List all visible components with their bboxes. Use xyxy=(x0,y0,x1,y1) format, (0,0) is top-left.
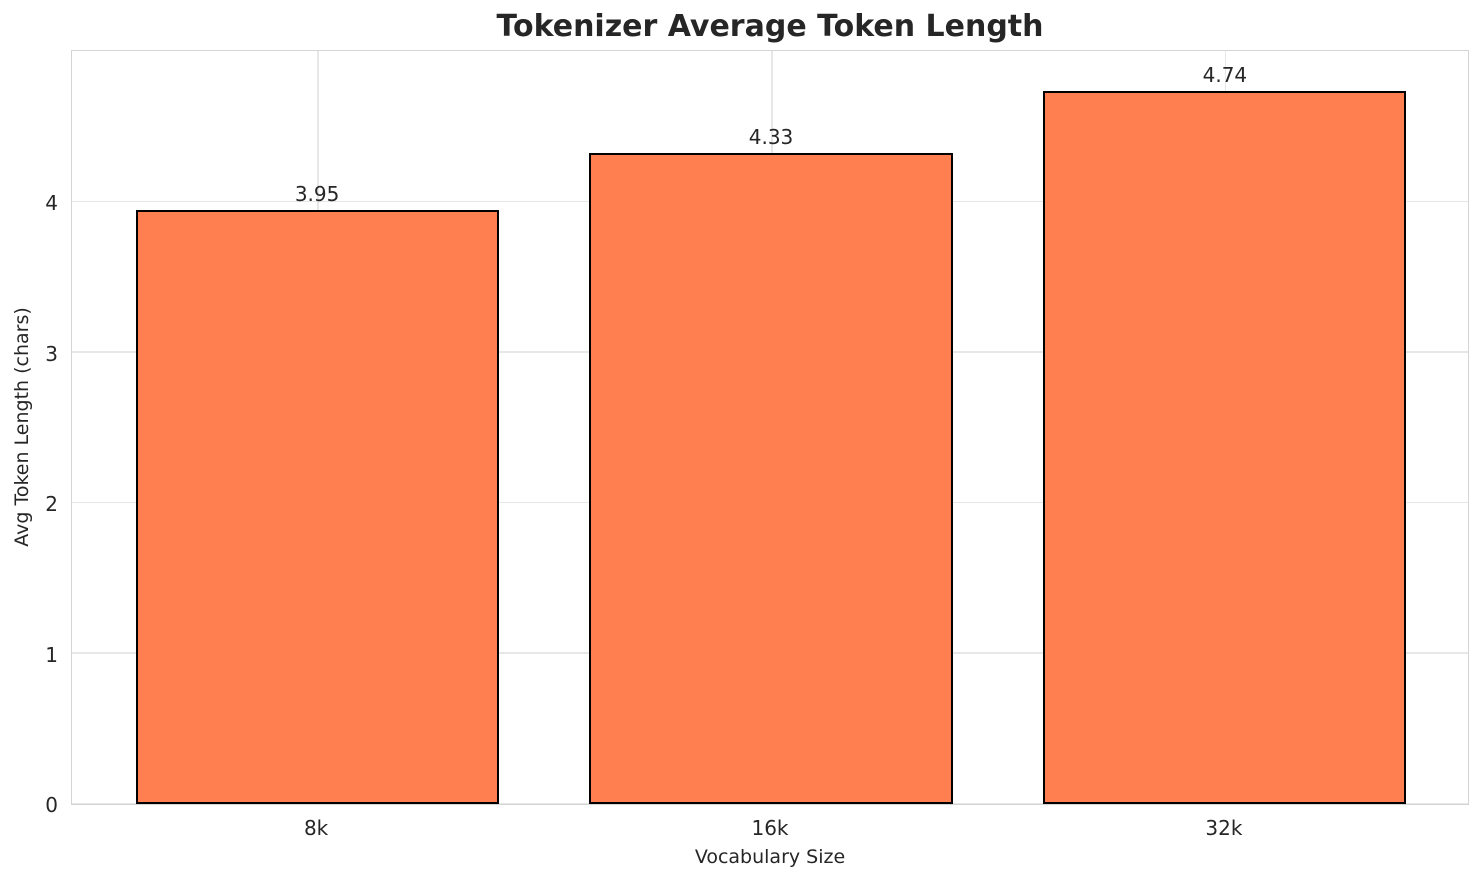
y-tick-label-0: 0 xyxy=(45,793,58,817)
x-tick-label-16k: 16k xyxy=(751,816,789,840)
x-axis-label: Vocabulary Size xyxy=(694,846,846,868)
bar-8k xyxy=(135,209,499,804)
bar-value-label-32k: 4.74 xyxy=(1202,63,1248,88)
y-tick-label-3: 3 xyxy=(45,341,58,366)
bar-32k xyxy=(1043,91,1407,804)
y-tick-label-4: 4 xyxy=(45,191,58,216)
chart-title: Tokenizer Average Token Length xyxy=(496,9,1044,44)
x-tick-label-8k: 8k xyxy=(303,816,329,840)
plot-area: 3.95 4.33 4.74 xyxy=(71,50,1469,805)
bar-value-label-8k: 3.95 xyxy=(294,181,340,206)
bar-16k xyxy=(589,152,953,804)
y-tick-label-1: 1 xyxy=(45,642,58,667)
x-tick-label-32k: 32k xyxy=(1205,816,1243,840)
y-tick-label-2: 2 xyxy=(45,492,58,517)
bar-value-label-16k: 4.33 xyxy=(748,124,794,149)
